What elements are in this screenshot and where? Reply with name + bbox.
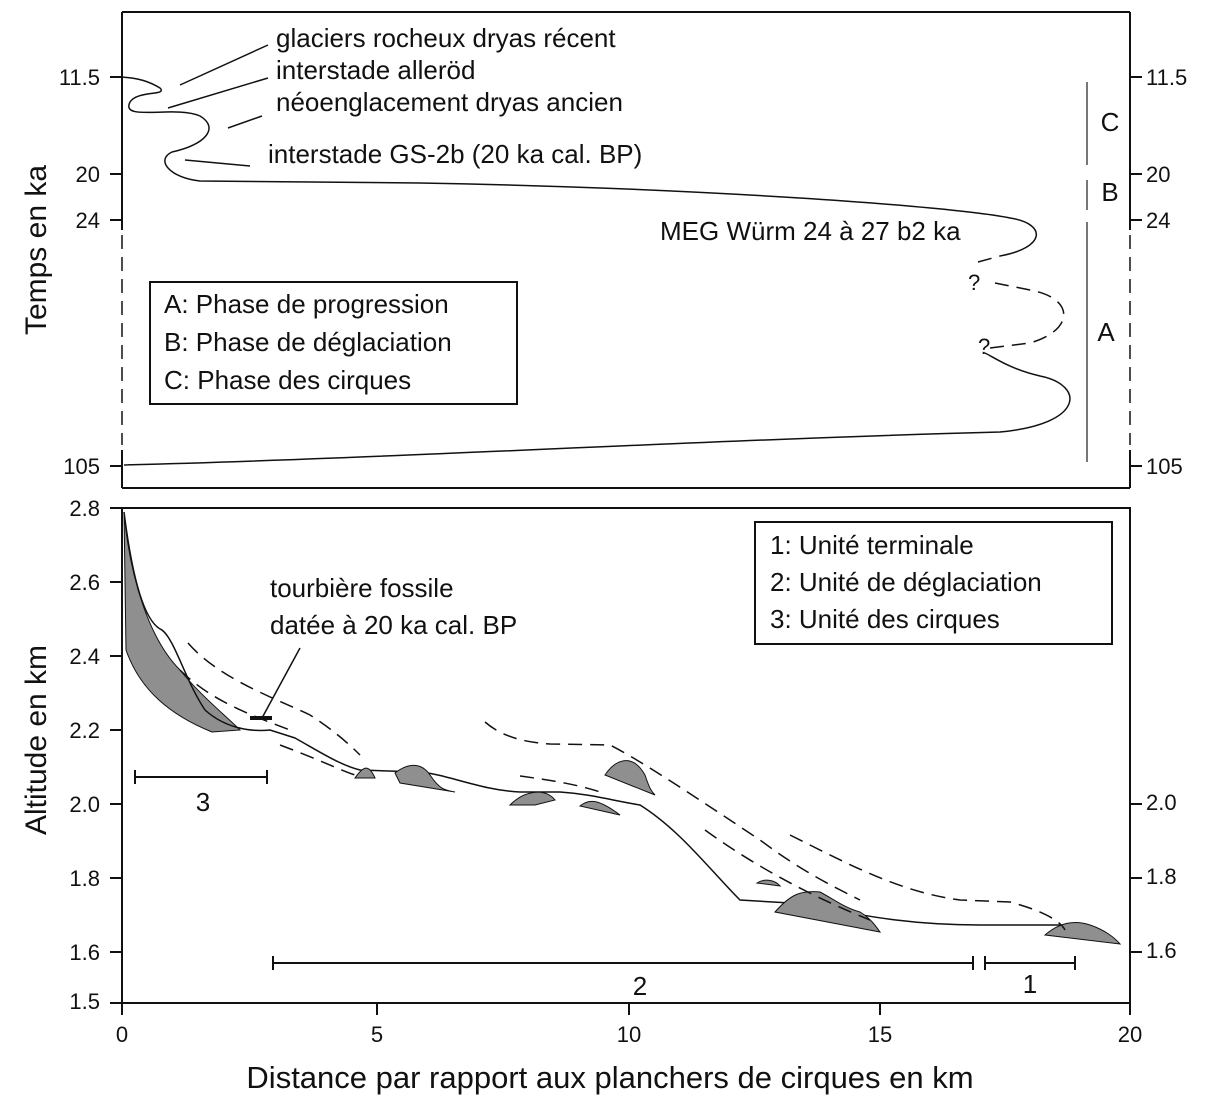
legend-entry: 2: Unité de déglaciation <box>770 567 1042 597</box>
phase-label: C <box>1101 107 1120 137</box>
y2-tick-label: 20 <box>1146 162 1170 187</box>
legend-entry: 1: Unité terminale <box>770 530 974 560</box>
y-tick-label: 2.2 <box>69 718 100 743</box>
y2-tick-label: 2.0 <box>1146 790 1177 815</box>
unit-label: 1 <box>1023 969 1037 999</box>
x-axis-label: Distance par rapport aux planchers de ci… <box>246 1060 973 1095</box>
x-tick-label: 20 <box>1118 1022 1142 1047</box>
annotation: MEG Würm 24 à 27 b2 ka <box>660 216 961 246</box>
y-tick-label: 1.6 <box>69 940 100 965</box>
y-tick-label: 20 <box>76 162 100 187</box>
y-axis-label: Temps en ka <box>20 165 53 335</box>
y2-tick-label: 11.5 <box>1146 65 1187 90</box>
phase-label: A <box>1097 317 1115 347</box>
question-mark: ? <box>978 334 990 359</box>
legend-entry: A: Phase de progression <box>164 289 449 319</box>
unit-label: 2 <box>633 971 647 1001</box>
y-tick-label: 1.5 <box>69 989 100 1014</box>
annotation: glaciers rocheux dryas récent <box>276 23 616 53</box>
bottom-frame <box>121 507 1131 1004</box>
glacier-curve-dashed <box>977 255 1001 263</box>
y-tick-label: 2.6 <box>69 570 100 595</box>
y2-tick-label: 105 <box>1146 454 1183 479</box>
glacier-curve <box>123 352 1071 466</box>
x-tick-label: 0 <box>116 1022 128 1047</box>
annotation: datée à 20 ka cal. BP <box>270 610 517 640</box>
annotation: interstade alleröd <box>276 55 475 85</box>
top-frame <box>110 11 1142 489</box>
annotation: interstade GS-2b (20 ka cal. BP) <box>268 139 642 169</box>
legend-entry: B: Phase de déglaciation <box>164 327 452 357</box>
legend-box <box>149 281 518 405</box>
glacier-curve <box>119 76 1038 257</box>
y-tick-label: 24 <box>76 208 100 233</box>
legend-entry: 3: Unité des cirques <box>770 604 1000 634</box>
tick-marks <box>110 507 1142 1015</box>
y-tick-label: 11.5 <box>59 65 100 90</box>
glacier-curve-dashed <box>989 282 1065 349</box>
y2-tick-label: 1.8 <box>1146 864 1177 889</box>
leader-lines <box>167 44 269 167</box>
question-mark: ? <box>968 270 980 295</box>
y2-tick-label: 24 <box>1146 208 1170 233</box>
phase-label: B <box>1101 177 1118 207</box>
annotation: tourbière fossile <box>270 573 454 603</box>
x-tick-label: 5 <box>371 1022 383 1047</box>
x-tick-label: 10 <box>617 1022 641 1047</box>
y2-tick-label: 1.6 <box>1146 938 1177 963</box>
y-tick-label: 105 <box>63 454 100 479</box>
y-tick-label: 1.8 <box>69 866 100 891</box>
scale-bars <box>134 770 1076 970</box>
legend-box <box>754 521 1113 645</box>
y-axis-label: Altitude en km <box>20 645 53 835</box>
annotation: néoenglacement dryas ancien <box>276 87 623 117</box>
y-tick-label: 2.8 <box>69 496 100 521</box>
y-tick-label: 2.0 <box>69 792 100 817</box>
y-tick-label: 2.4 <box>69 644 100 669</box>
unit-label: 3 <box>196 787 210 817</box>
profile <box>123 511 1122 945</box>
x-tick-label: 15 <box>868 1022 892 1047</box>
legend-entry: C: Phase des cirques <box>164 365 411 395</box>
